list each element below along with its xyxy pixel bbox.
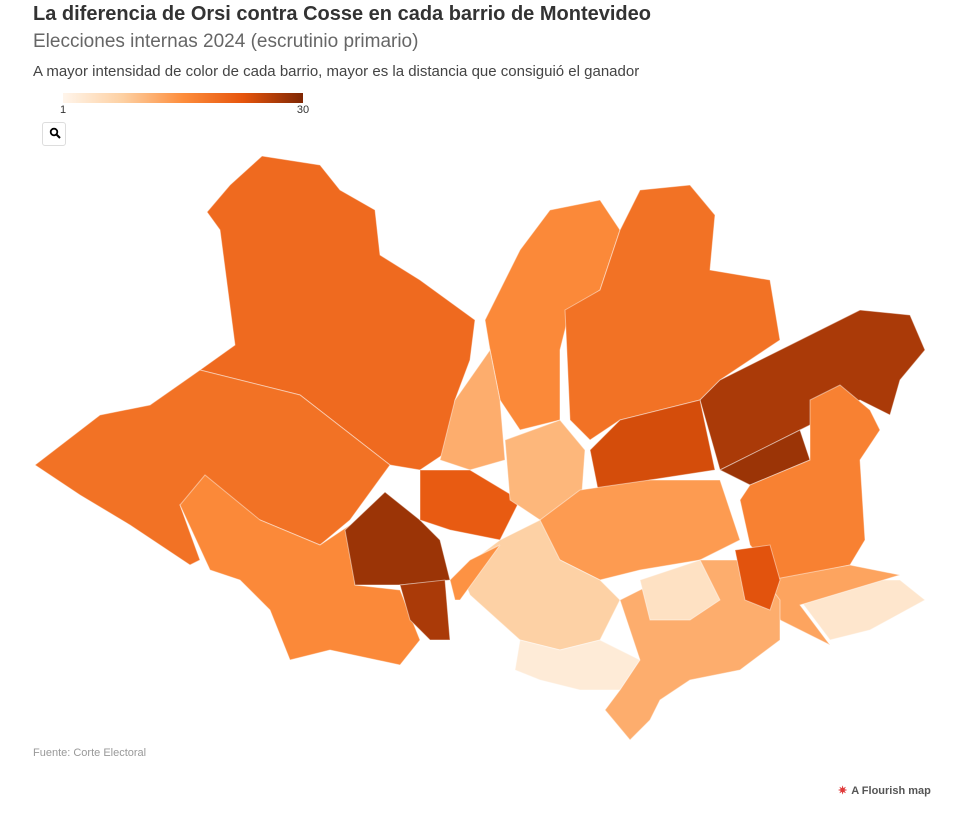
barrio[interactable] [504,419,586,521]
barrio[interactable] [484,199,621,431]
search-icon [49,127,61,139]
barrio[interactable] [514,639,641,691]
credit: ✷ A Flourish map [838,785,931,797]
barrio[interactable] [449,544,501,601]
source: Fuente: Corte Electoral [33,747,147,759]
legend-gradient [63,93,303,103]
barrio[interactable] [399,579,451,641]
legend-min: 1 [60,104,66,116]
description: A mayor intensidad de color de cada barr… [33,63,640,80]
barrio[interactable] [439,348,506,471]
subtitle: Elecciones internas 2024 (escrutinio pri… [33,31,419,52]
barrio[interactable] [769,564,901,646]
legend-max: 30 [297,104,309,116]
search-button[interactable] [42,122,66,146]
barrio[interactable] [179,474,421,666]
title: La diferencia de Orsi contra Cosse en ca… [33,3,651,25]
barrio[interactable] [799,579,926,641]
barrio[interactable] [718,429,811,486]
barrio[interactable] [419,469,521,541]
barrio[interactable] [564,184,781,441]
barrio[interactable] [739,384,881,581]
barrio[interactable] [459,519,621,651]
credit-text: A Flourish map [851,785,931,797]
barrio[interactable] [699,309,926,471]
barrio[interactable] [734,544,781,611]
barrio[interactable] [604,559,781,741]
barrio[interactable] [198,155,476,471]
regions [34,155,926,741]
barrio[interactable] [589,399,716,501]
barrio[interactable] [529,479,741,581]
barrio[interactable] [34,369,391,566]
barrio[interactable] [639,559,721,621]
barrio[interactable] [344,491,451,586]
